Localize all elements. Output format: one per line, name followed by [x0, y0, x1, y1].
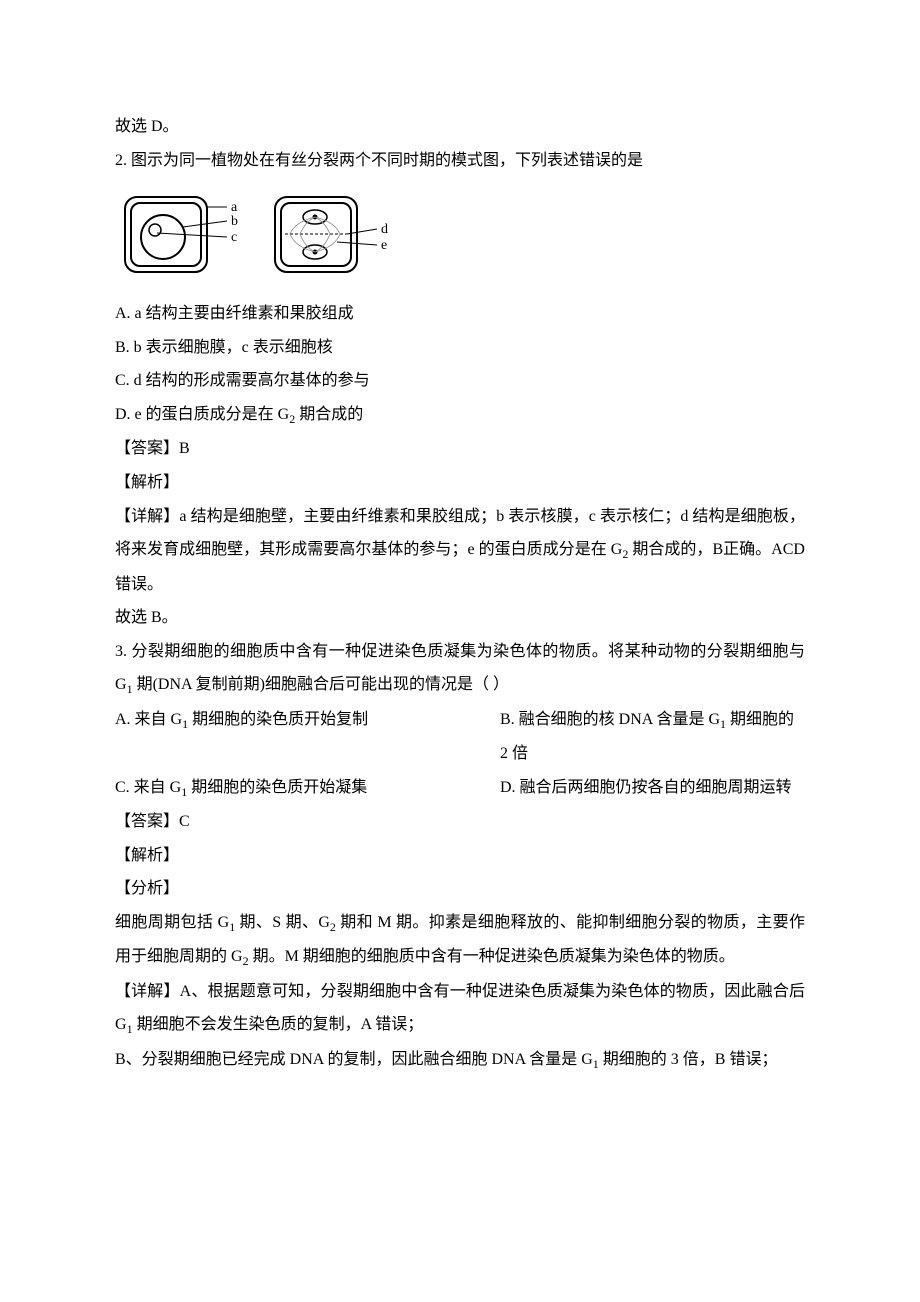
label-d: d: [381, 222, 388, 237]
q2-detail: 【详解】a 结构是细胞壁，主要由纤维素和果胶组成；b 表示核膜，c 表示核仁；d…: [115, 500, 805, 602]
q2-option-a: A. a 结构主要由纤维素和果胶组成: [115, 297, 805, 331]
q2-conclude: 故选 B。: [115, 601, 805, 635]
q3-option-a: A. 来自 G1 期细胞的染色质开始复制: [115, 703, 420, 771]
q3-fenxi-body: 细胞周期包括 G1 期、S 期、G2 期和 M 期。抑素是细胞释放的、能抑制细胞…: [115, 906, 805, 975]
q3-detail-a: 【详解】A、根据题意可知，分裂期细胞中含有一种促进染色质凝集为染色体的物质，因此…: [115, 975, 805, 1043]
q3-answer: 【答案】C: [115, 805, 805, 839]
conclusion-d: 故选 D。: [115, 110, 805, 144]
label-b: b: [231, 214, 238, 229]
label-c: c: [231, 230, 237, 245]
q3-options-row1: A. 来自 G1 期细胞的染色质开始复制 B. 融合细胞的核 DNA 含量是 G…: [115, 703, 805, 771]
q2-stem: 2. 图示为同一植物处在有丝分裂两个不同时期的模式图，下列表述错误的是: [115, 144, 805, 178]
label-e: e: [381, 238, 387, 253]
q3-detail-b: B、分裂期细胞已经完成 DNA 的复制，因此融合细胞 DNA 含量是 G1 期细…: [115, 1043, 805, 1077]
q3-options-row2: C. 来自 G1 期细胞的染色质开始凝集 D. 融合后两细胞仍按各自的细胞周期运…: [115, 771, 805, 805]
q3-option-d: D. 融合后两细胞仍按各自的细胞周期运转: [500, 771, 805, 805]
q2-diagram: a b c d e: [115, 187, 805, 282]
q2-jiexi-label: 【解析】: [115, 466, 805, 500]
q3-fenxi-label: 【分析】: [115, 872, 805, 906]
q2-option-d: D. e 的蛋白质成分是在 G2 期合成的: [115, 398, 805, 432]
q3-jiexi-label: 【解析】: [115, 839, 805, 873]
q2-option-b: B. b 表示细胞膜，c 表示细胞核: [115, 331, 805, 365]
q3-stem: 3. 分裂期细胞的细胞质中含有一种促进染色质凝集为染色体的物质。将某种动物的分裂…: [115, 635, 805, 703]
q3-option-b: B. 融合细胞的核 DNA 含量是 G1 期细胞的 2 倍: [500, 703, 805, 771]
mitosis-diagram-svg: a b c d e: [115, 187, 405, 282]
q2-option-c: C. d 结构的形成需要高尔基体的参与: [115, 364, 805, 398]
q3-option-c: C. 来自 G1 期细胞的染色质开始凝集: [115, 771, 420, 805]
q2-answer: 【答案】B: [115, 432, 805, 466]
label-a: a: [231, 200, 238, 215]
